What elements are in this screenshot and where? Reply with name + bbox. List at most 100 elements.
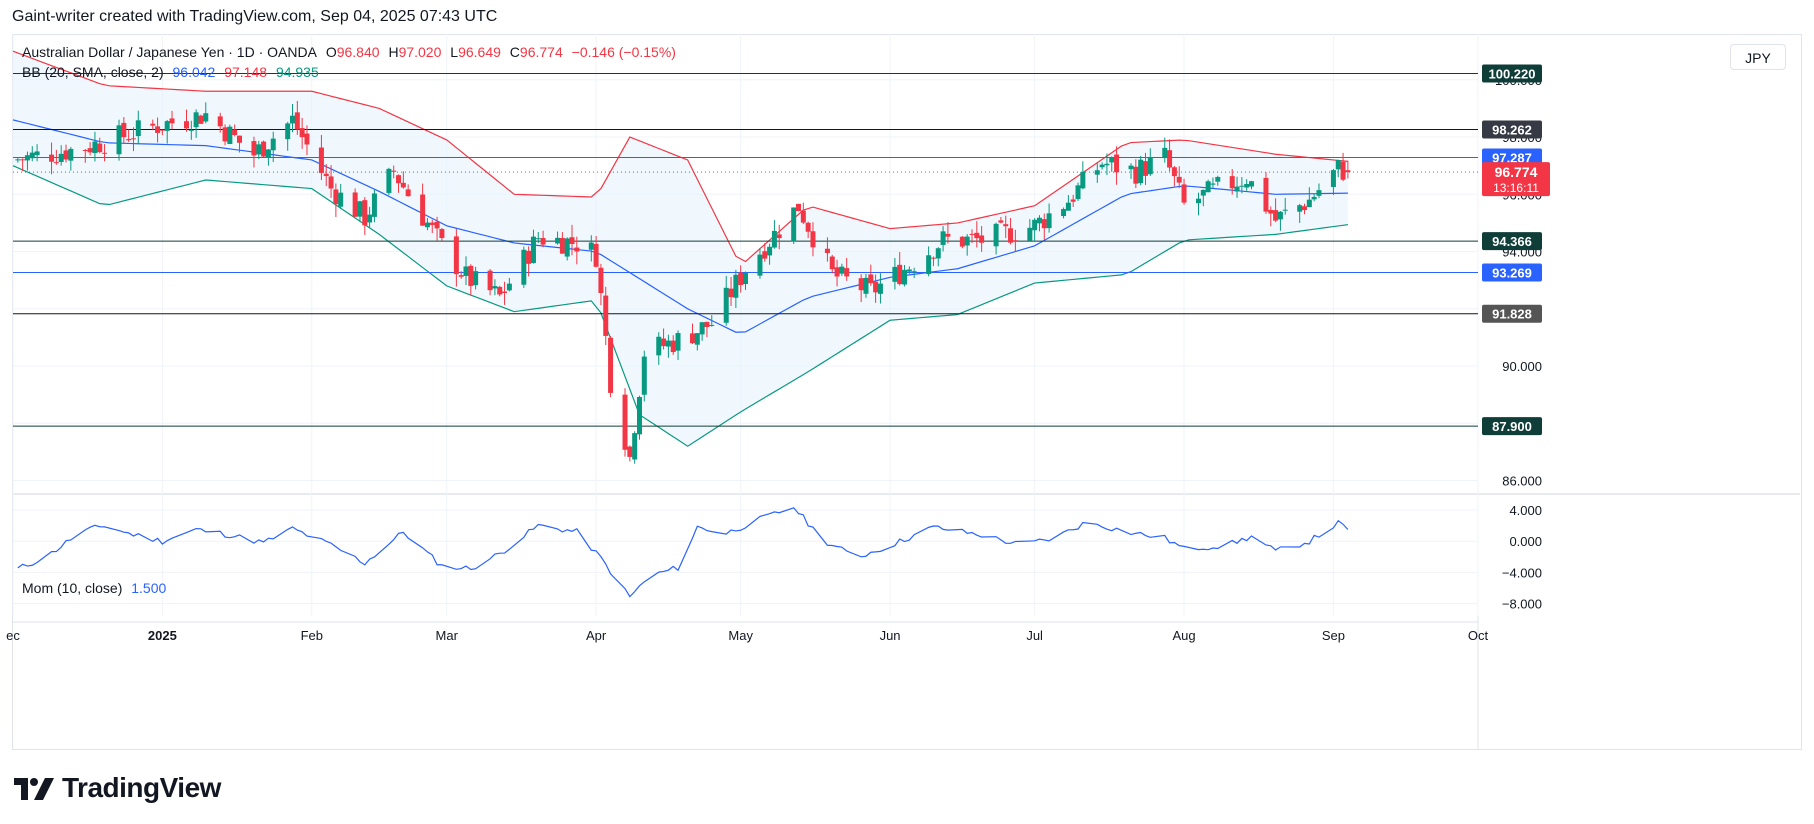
candle-body (434, 221, 440, 229)
high-value: 97.020 (398, 44, 442, 60)
candle-body (82, 149, 88, 151)
candle-body (757, 254, 763, 276)
bollinger-legend[interactable]: BB (20, SMA, close, 2) 96.042 97.148 94.… (22, 64, 324, 80)
candle-body (265, 149, 271, 158)
candle-body (530, 236, 536, 264)
candle-body (1041, 219, 1047, 229)
momentum-legend[interactable]: Mom (10, close) 1.500 (22, 580, 171, 596)
candle-body (193, 112, 199, 128)
candle-body (400, 182, 406, 188)
candle-body (20, 159, 26, 161)
symbol-legend[interactable]: Australian Dollar / Japanese Yen · 1D · … (22, 44, 681, 60)
candle-body (150, 123, 156, 126)
candle-body (574, 247, 580, 252)
candle-body (791, 207, 797, 242)
momentum-label: Mom (10, close) (22, 580, 123, 596)
candle-body (405, 189, 411, 197)
candle-body (1229, 176, 1235, 189)
bollinger-band-fill (13, 51, 1348, 447)
candle-body (1061, 209, 1067, 217)
candle-body (338, 192, 344, 207)
candle-body (1162, 147, 1168, 158)
bollinger-upper-line (12, 50, 1348, 263)
bollinger-lower-value: 94.935 (275, 64, 319, 80)
candle-body (1249, 181, 1255, 187)
candle-body (396, 175, 402, 184)
candle-body (728, 288, 734, 298)
momentum-line (17, 507, 1349, 598)
candle-body (1070, 199, 1076, 202)
candle-body (627, 446, 633, 457)
momentum-tick-label: 4.000 (1509, 503, 1542, 518)
candle-body (1195, 198, 1201, 204)
candle-body (897, 264, 903, 285)
candle-body (497, 286, 503, 295)
candle-body (738, 272, 744, 285)
currency-button[interactable]: JPY (1730, 44, 1786, 70)
candle-body (1012, 240, 1018, 242)
candle-body (670, 340, 676, 353)
candle-body (1330, 170, 1336, 187)
candle-body (930, 257, 936, 259)
candle-body (598, 267, 604, 294)
time-tick-label: Feb (301, 628, 323, 643)
close-label: C (509, 44, 520, 60)
candle-body (1036, 217, 1042, 224)
candle-body (1335, 160, 1341, 170)
candle-body (487, 270, 493, 291)
candle-body (203, 113, 209, 122)
time-tick-label: Jul (1026, 628, 1043, 643)
candle-body (371, 193, 377, 217)
bollinger-upper-value: 97.148 (224, 64, 268, 80)
candle-body (1104, 163, 1110, 166)
candle-body (183, 121, 189, 129)
candle-body (805, 222, 811, 232)
candle-body (1282, 209, 1288, 211)
candle-body (468, 265, 474, 286)
candle-body (453, 236, 459, 275)
candle-body (299, 128, 305, 138)
candle-body (1268, 210, 1274, 214)
candle-body (1273, 210, 1279, 221)
last-price-label: 96.774 (1495, 164, 1538, 180)
candle-body (603, 295, 609, 336)
tradingview-brand[interactable]: TradingView (12, 770, 221, 806)
candle-body (940, 231, 946, 245)
candle-body (555, 237, 561, 244)
candle-body (285, 123, 291, 140)
candle-body (102, 152, 108, 154)
candle-body (535, 238, 541, 240)
candle-body (665, 340, 671, 347)
candle-body (892, 266, 898, 282)
open-label: O (325, 44, 337, 60)
candle-body (304, 133, 310, 145)
candle-body (858, 278, 864, 291)
candle-body (159, 129, 165, 131)
candle-body (294, 112, 300, 130)
candle-body (689, 333, 695, 344)
candle-body (492, 286, 498, 289)
candle-body (1032, 219, 1038, 231)
candle-body (588, 242, 594, 250)
candle-body (458, 275, 464, 277)
chart-attribution: Gaint-writer created with TradingView.co… (12, 8, 498, 25)
time-tick-label: ec (6, 628, 20, 643)
low-label: L (450, 44, 459, 60)
level-price-label: 97.287 (1492, 150, 1532, 165)
level-price-badge (1482, 120, 1542, 139)
momentum-tick-label: −4.000 (1502, 565, 1542, 580)
candle-body (391, 170, 397, 172)
candle-body (424, 222, 430, 228)
candle-body (800, 210, 806, 223)
time-tick-label: Jun (880, 628, 901, 643)
candle-body (974, 232, 980, 239)
candle-body (1138, 159, 1144, 184)
candle-body (1215, 176, 1221, 182)
candle-body (1114, 154, 1120, 173)
candle-body (979, 235, 985, 243)
candle-body (993, 223, 999, 247)
level-price-label: 91.828 (1492, 307, 1532, 322)
candle-body (217, 116, 223, 127)
level-price-badge (1482, 232, 1542, 251)
